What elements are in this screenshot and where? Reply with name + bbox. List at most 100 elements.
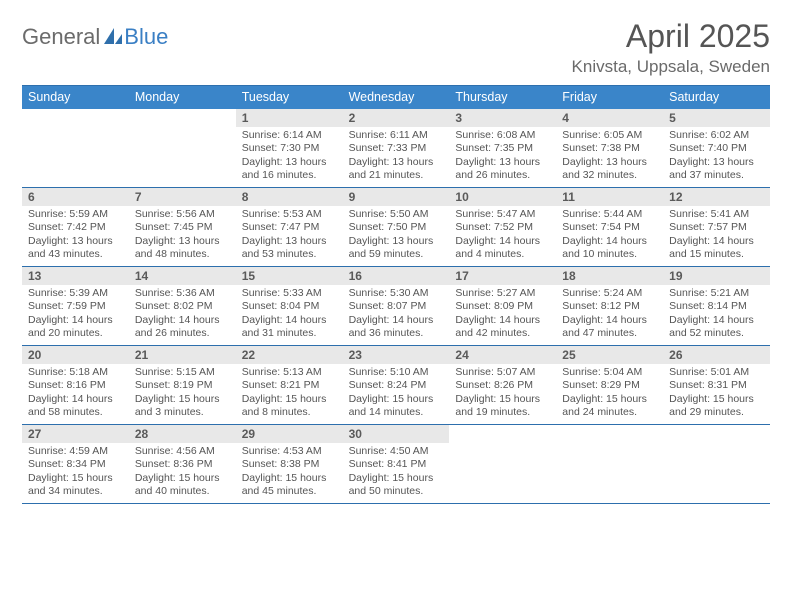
sunset-text: Sunset: 8:26 PM (455, 379, 552, 392)
sunset-text: Sunset: 8:38 PM (242, 458, 339, 471)
day-number: 18 (556, 267, 663, 285)
calendar-day-cell: 10Sunrise: 5:47 AMSunset: 7:52 PMDayligh… (449, 188, 556, 266)
day-number: 6 (22, 188, 129, 206)
day-body: Sunrise: 5:36 AMSunset: 8:02 PMDaylight:… (129, 285, 236, 345)
day-number: 12 (663, 188, 770, 206)
calendar-day-cell: 3Sunrise: 6:08 AMSunset: 7:35 PMDaylight… (449, 109, 556, 187)
day-number: 3 (449, 109, 556, 127)
day-body (556, 429, 663, 435)
day-number: 1 (236, 109, 343, 127)
calendar-day-cell: 4Sunrise: 6:05 AMSunset: 7:38 PMDaylight… (556, 109, 663, 187)
calendar-day-cell: 22Sunrise: 5:13 AMSunset: 8:21 PMDayligh… (236, 346, 343, 424)
logo-text-blue: Blue (124, 24, 168, 50)
calendar-day-cell: 8Sunrise: 5:53 AMSunset: 7:47 PMDaylight… (236, 188, 343, 266)
day-body: Sunrise: 6:08 AMSunset: 7:35 PMDaylight:… (449, 127, 556, 187)
sunrise-text: Sunrise: 5:44 AM (562, 208, 659, 221)
day-body: Sunrise: 5:39 AMSunset: 7:59 PMDaylight:… (22, 285, 129, 345)
sunset-text: Sunset: 7:40 PM (669, 142, 766, 155)
daylight-text: Daylight: 14 hours and 58 minutes. (28, 393, 125, 420)
calendar-weeks: 1Sunrise: 6:14 AMSunset: 7:30 PMDaylight… (22, 109, 770, 504)
day-number: 23 (343, 346, 450, 364)
sunrise-text: Sunrise: 5:39 AM (28, 287, 125, 300)
calendar-day-cell: 26Sunrise: 5:01 AMSunset: 8:31 PMDayligh… (663, 346, 770, 424)
day-number: 4 (556, 109, 663, 127)
sunset-text: Sunset: 8:12 PM (562, 300, 659, 313)
day-body: Sunrise: 5:13 AMSunset: 8:21 PMDaylight:… (236, 364, 343, 424)
calendar-day-cell: 27Sunrise: 4:59 AMSunset: 8:34 PMDayligh… (22, 425, 129, 503)
daylight-text: Daylight: 14 hours and 4 minutes. (455, 235, 552, 262)
sunrise-text: Sunrise: 5:36 AM (135, 287, 232, 300)
day-number: 11 (556, 188, 663, 206)
daylight-text: Daylight: 15 hours and 29 minutes. (669, 393, 766, 420)
sunrise-text: Sunrise: 4:53 AM (242, 445, 339, 458)
sunrise-text: Sunrise: 6:08 AM (455, 129, 552, 142)
day-body: Sunrise: 5:33 AMSunset: 8:04 PMDaylight:… (236, 285, 343, 345)
weekday-header: Monday (129, 86, 236, 109)
daylight-text: Daylight: 14 hours and 20 minutes. (28, 314, 125, 341)
daylight-text: Daylight: 13 hours and 53 minutes. (242, 235, 339, 262)
sunset-text: Sunset: 7:57 PM (669, 221, 766, 234)
day-body: Sunrise: 5:10 AMSunset: 8:24 PMDaylight:… (343, 364, 450, 424)
calendar-day-cell: 12Sunrise: 5:41 AMSunset: 7:57 PMDayligh… (663, 188, 770, 266)
day-number: 27 (22, 425, 129, 443)
sunrise-text: Sunrise: 5:50 AM (349, 208, 446, 221)
day-body: Sunrise: 4:56 AMSunset: 8:36 PMDaylight:… (129, 443, 236, 503)
daylight-text: Daylight: 15 hours and 40 minutes. (135, 472, 232, 499)
day-body (663, 429, 770, 435)
logo-text-general: General (22, 24, 100, 50)
sunrise-text: Sunrise: 5:27 AM (455, 287, 552, 300)
sunrise-text: Sunrise: 4:50 AM (349, 445, 446, 458)
day-number: 16 (343, 267, 450, 285)
sunset-text: Sunset: 7:54 PM (562, 221, 659, 234)
daylight-text: Daylight: 13 hours and 43 minutes. (28, 235, 125, 262)
daylight-text: Daylight: 14 hours and 36 minutes. (349, 314, 446, 341)
day-number: 24 (449, 346, 556, 364)
sunset-text: Sunset: 8:41 PM (349, 458, 446, 471)
calendar-day-cell: 20Sunrise: 5:18 AMSunset: 8:16 PMDayligh… (22, 346, 129, 424)
sunset-text: Sunset: 8:21 PM (242, 379, 339, 392)
daylight-text: Daylight: 15 hours and 45 minutes. (242, 472, 339, 499)
sunrise-text: Sunrise: 5:07 AM (455, 366, 552, 379)
sunset-text: Sunset: 8:24 PM (349, 379, 446, 392)
day-body: Sunrise: 5:07 AMSunset: 8:26 PMDaylight:… (449, 364, 556, 424)
calendar-week-row: 13Sunrise: 5:39 AMSunset: 7:59 PMDayligh… (22, 267, 770, 346)
sunrise-text: Sunrise: 6:05 AM (562, 129, 659, 142)
daylight-text: Daylight: 13 hours and 48 minutes. (135, 235, 232, 262)
calendar-day-cell: 6Sunrise: 5:59 AMSunset: 7:42 PMDaylight… (22, 188, 129, 266)
day-number: 26 (663, 346, 770, 364)
calendar-day-cell: 15Sunrise: 5:33 AMSunset: 8:04 PMDayligh… (236, 267, 343, 345)
calendar-day-cell: 23Sunrise: 5:10 AMSunset: 8:24 PMDayligh… (343, 346, 450, 424)
calendar-week-row: 1Sunrise: 6:14 AMSunset: 7:30 PMDaylight… (22, 109, 770, 188)
day-number: 22 (236, 346, 343, 364)
day-number: 29 (236, 425, 343, 443)
daylight-text: Daylight: 14 hours and 15 minutes. (669, 235, 766, 262)
sunset-text: Sunset: 7:35 PM (455, 142, 552, 155)
day-body: Sunrise: 4:59 AMSunset: 8:34 PMDaylight:… (22, 443, 129, 503)
sunset-text: Sunset: 8:34 PM (28, 458, 125, 471)
sunset-text: Sunset: 8:14 PM (669, 300, 766, 313)
sunset-text: Sunset: 7:50 PM (349, 221, 446, 234)
daylight-text: Daylight: 14 hours and 31 minutes. (242, 314, 339, 341)
sunset-text: Sunset: 8:29 PM (562, 379, 659, 392)
day-number: 19 (663, 267, 770, 285)
sunset-text: Sunset: 8:09 PM (455, 300, 552, 313)
calendar-day-cell: 7Sunrise: 5:56 AMSunset: 7:45 PMDaylight… (129, 188, 236, 266)
sunrise-text: Sunrise: 5:33 AM (242, 287, 339, 300)
day-number: 10 (449, 188, 556, 206)
weekday-header-row: Sunday Monday Tuesday Wednesday Thursday… (22, 86, 770, 109)
sunrise-text: Sunrise: 6:02 AM (669, 129, 766, 142)
day-body: Sunrise: 4:53 AMSunset: 8:38 PMDaylight:… (236, 443, 343, 503)
sunset-text: Sunset: 8:02 PM (135, 300, 232, 313)
sunrise-text: Sunrise: 6:11 AM (349, 129, 446, 142)
day-body: Sunrise: 6:14 AMSunset: 7:30 PMDaylight:… (236, 127, 343, 187)
day-body: Sunrise: 6:05 AMSunset: 7:38 PMDaylight:… (556, 127, 663, 187)
calendar-week-row: 27Sunrise: 4:59 AMSunset: 8:34 PMDayligh… (22, 425, 770, 504)
sunrise-text: Sunrise: 5:10 AM (349, 366, 446, 379)
day-number: 30 (343, 425, 450, 443)
calendar-day-cell: 9Sunrise: 5:50 AMSunset: 7:50 PMDaylight… (343, 188, 450, 266)
sunrise-text: Sunrise: 5:13 AM (242, 366, 339, 379)
sunset-text: Sunset: 7:38 PM (562, 142, 659, 155)
sunrise-text: Sunrise: 5:56 AM (135, 208, 232, 221)
sunset-text: Sunset: 7:33 PM (349, 142, 446, 155)
day-body: Sunrise: 5:44 AMSunset: 7:54 PMDaylight:… (556, 206, 663, 266)
